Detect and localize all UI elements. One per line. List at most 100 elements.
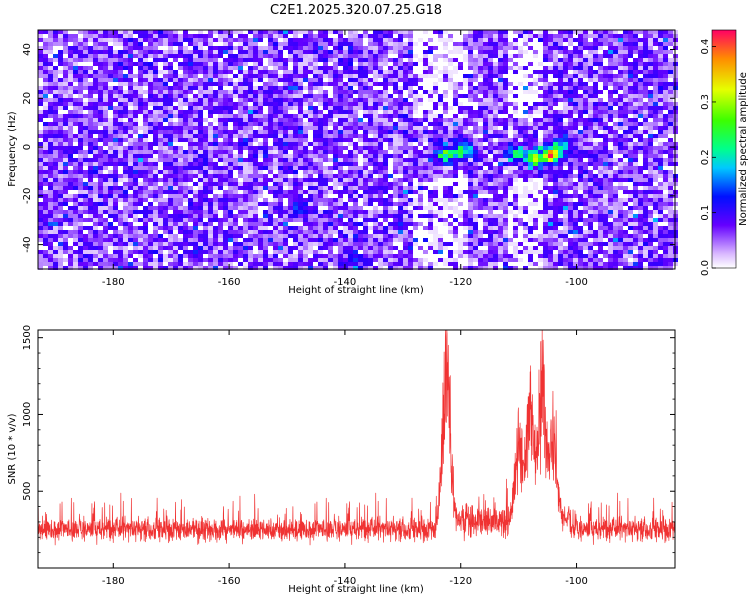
heatmap-cell — [303, 154, 308, 158]
heatmap-cell — [403, 186, 408, 190]
heatmap-cell — [253, 118, 258, 122]
heatmap-cell — [648, 194, 653, 198]
heatmap-cell — [558, 142, 563, 146]
heatmap-cell — [483, 102, 488, 106]
heatmap-cell — [493, 34, 498, 38]
heatmap-cell — [78, 82, 83, 86]
heatmap-cell — [588, 146, 593, 150]
heatmap-cell — [383, 50, 388, 54]
heatmap-cell — [598, 134, 603, 138]
heatmap-cell — [188, 130, 193, 134]
heatmap-cell — [308, 122, 313, 126]
heatmap-cell — [113, 206, 118, 210]
heatmap-cell — [583, 122, 588, 126]
heatmap-cell — [178, 162, 183, 166]
heatmap-cell — [143, 194, 148, 198]
heatmap-cell — [488, 106, 493, 110]
heatmap-cell — [153, 122, 158, 126]
heatmap-cell — [328, 158, 333, 162]
heatmap-cell — [473, 158, 478, 162]
heatmap-cell — [123, 94, 128, 98]
heatmap-cell — [168, 134, 173, 138]
heatmap-cell — [168, 178, 173, 182]
heatmap-cell — [558, 178, 563, 182]
heatmap-cell — [148, 170, 153, 174]
heatmap-cell — [393, 170, 398, 174]
heatmap-cell — [303, 114, 308, 118]
heatmap-cell — [668, 178, 673, 182]
heatmap-cell — [503, 146, 508, 150]
heatmap-cell — [468, 98, 473, 102]
heatmap-cell — [383, 70, 388, 74]
heatmap-cell — [668, 38, 673, 42]
heatmap-cell — [378, 198, 383, 202]
heatmap-cell — [663, 86, 668, 90]
heatmap-cell — [498, 138, 503, 142]
heatmap-cell — [493, 86, 498, 90]
heatmap-cell — [303, 42, 308, 46]
heatmap-cell — [298, 138, 303, 142]
heatmap-cell — [358, 58, 363, 62]
heatmap-cell — [603, 34, 608, 38]
heatmap-cell — [198, 110, 203, 114]
heatmap-cell — [78, 70, 83, 74]
heatmap-cell — [143, 82, 148, 86]
heatmap-cell — [383, 30, 388, 34]
heatmap-cell — [48, 166, 53, 170]
heatmap-cell — [383, 150, 388, 154]
heatmap-cell — [243, 138, 248, 142]
heatmap-cell — [343, 70, 348, 74]
heatmap-cell — [578, 38, 583, 42]
heatmap-cell — [623, 166, 628, 170]
heatmap-cell — [548, 146, 553, 150]
heatmap-cell — [228, 186, 233, 190]
heatmap-cell — [173, 154, 178, 158]
heatmap-cell — [243, 82, 248, 86]
heatmap-cell — [183, 194, 188, 198]
heatmap-cell — [528, 34, 533, 38]
heatmap-cell — [433, 158, 438, 162]
heatmap-cell — [658, 82, 663, 86]
heatmap-cell — [398, 182, 403, 186]
heatmap-cell — [603, 86, 608, 90]
heatmap-cell — [308, 98, 313, 102]
heatmap-cell — [313, 146, 318, 150]
heatmap-cell — [93, 142, 98, 146]
heatmap-cell — [388, 74, 393, 78]
heatmap-cell — [153, 30, 158, 34]
heatmap-cell — [373, 142, 378, 146]
heatmap-cell — [78, 126, 83, 130]
heatmap-cell — [363, 174, 368, 178]
heatmap-cell — [538, 154, 543, 158]
heatmap-cell — [493, 106, 498, 110]
heatmap-cell — [248, 90, 253, 94]
heatmap-cell — [618, 114, 623, 118]
heatmap-cell — [368, 46, 373, 50]
heatmap-cell — [168, 198, 173, 202]
heatmap-cell — [593, 42, 598, 46]
heatmap-cell — [73, 146, 78, 150]
heatmap-cell — [258, 46, 263, 50]
heatmap-cell — [558, 78, 563, 82]
heatmap-cell — [323, 154, 328, 158]
heatmap-cell — [503, 50, 508, 54]
heatmap-cell — [293, 190, 298, 194]
heatmap-cell — [668, 34, 673, 38]
heatmap-cell — [268, 82, 273, 86]
heatmap-cell — [303, 58, 308, 62]
heatmap-cell — [128, 146, 133, 150]
heatmap-cell — [333, 106, 338, 110]
heatmap-cell — [343, 74, 348, 78]
heatmap-cell — [468, 54, 473, 58]
heatmap-cell — [203, 98, 208, 102]
heatmap-cell — [338, 198, 343, 202]
heatmap-cell — [38, 158, 43, 162]
heatmap-cell — [588, 158, 593, 162]
heatmap-cell — [333, 30, 338, 34]
heatmap-cell — [433, 170, 438, 174]
heatmap-cell — [393, 46, 398, 50]
heatmap-cell — [488, 126, 493, 130]
heatmap-cell — [608, 206, 613, 210]
heatmap-cell — [368, 158, 373, 162]
heatmap-cell — [493, 194, 498, 198]
